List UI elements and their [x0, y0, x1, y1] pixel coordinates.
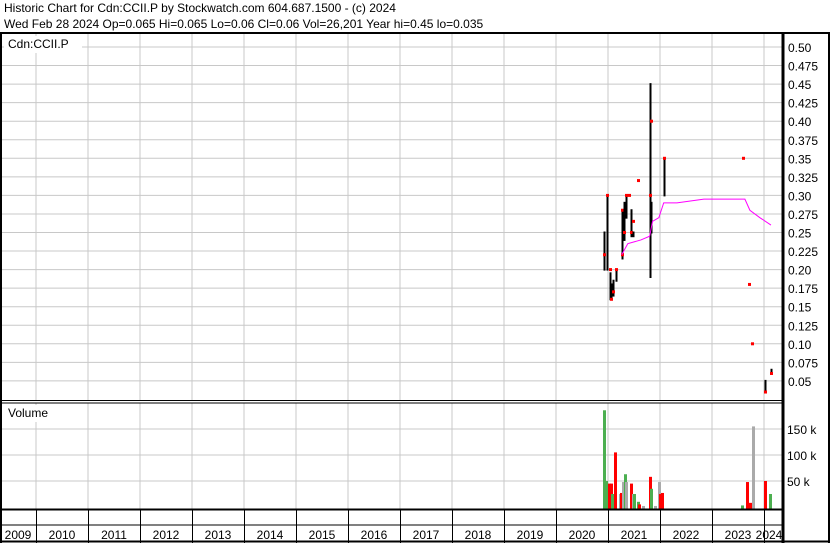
- volume-bar: [622, 482, 625, 509]
- price-axis-label: 0.375: [788, 134, 818, 148]
- volume-bar: [608, 483, 611, 509]
- price-axis-label: 0.25: [788, 227, 812, 241]
- volume-bar: [633, 494, 636, 509]
- axes: 0.50 0.475 0.45 0.425 0.40 0.375 0.35 0.325 0.30…: [5, 41, 819, 542]
- close-marker: [625, 193, 628, 197]
- volume-bar: [630, 483, 633, 509]
- year-label: 2023: [725, 528, 752, 542]
- year-label: 2021: [621, 528, 648, 542]
- close-marker: [621, 208, 624, 212]
- frame: [0, 32, 830, 543]
- close-marker: [663, 156, 666, 160]
- volume-bar: [659, 494, 662, 509]
- year-label: 2009: [5, 528, 32, 542]
- close-marker: [751, 342, 754, 346]
- price-axis-label: 0.175: [788, 282, 818, 296]
- volume-bar: [611, 494, 614, 509]
- close-marker: [637, 179, 640, 183]
- close-marker: [770, 371, 773, 375]
- close-marker: [621, 253, 624, 257]
- year-label: 2012: [153, 528, 180, 542]
- close-marker: [742, 156, 745, 160]
- volume-bar: [741, 505, 744, 509]
- volume-bar: [654, 505, 657, 509]
- volume-bar: [661, 492, 664, 509]
- volume-bar: [749, 502, 752, 509]
- year-label: 2010: [49, 528, 76, 542]
- price-axis-label: 0.075: [788, 356, 818, 370]
- close-marker: [603, 253, 606, 257]
- close-marker: [632, 219, 635, 223]
- close-marker: [606, 193, 609, 197]
- volume-axis-label: 50 k: [787, 475, 811, 489]
- volume-bar: [603, 410, 606, 509]
- volume-marks: [603, 410, 772, 509]
- close-marker: [628, 193, 631, 197]
- volume-bar: [614, 452, 617, 509]
- year-label: 2015: [309, 528, 336, 542]
- price-axis-label: 0.475: [788, 60, 818, 74]
- close-marker: [764, 390, 767, 394]
- price-axis-label: 0.35: [788, 152, 812, 166]
- close-marker: [609, 268, 612, 272]
- volume-bar: [620, 492, 623, 509]
- volume-axis-label: 100 k: [787, 449, 817, 463]
- volume-bar: [650, 488, 653, 509]
- close-marker: [649, 193, 652, 197]
- price-axis-label: 0.20: [788, 264, 812, 278]
- price-axis-label: 0.30: [788, 189, 812, 203]
- volume-bar: [746, 482, 749, 509]
- volume-bar: [764, 481, 767, 509]
- quote-summary: Wed Feb 28 2024 Op=0.065 Hi=0.065 Lo=0.0…: [4, 17, 484, 31]
- year-label: 2011: [101, 528, 127, 542]
- close-marker: [615, 268, 618, 272]
- volume-bar: [769, 494, 772, 509]
- close-marker: [650, 119, 653, 123]
- year-label: 2020: [569, 528, 596, 542]
- price-panel-label: Cdn:CCII.P: [8, 37, 69, 51]
- year-label: 2018: [465, 528, 492, 542]
- year-label: 2024: [756, 528, 783, 542]
- year-label: 2013: [205, 528, 232, 542]
- close-marker: [630, 231, 633, 234]
- price-axis-label: 0.275: [788, 208, 818, 222]
- price-marks: [603, 83, 773, 394]
- price-axis-label: 0.425: [788, 97, 818, 111]
- moving-average-line: [621, 198, 772, 256]
- year-label: 2022: [673, 528, 700, 542]
- price-axis-label: 0.225: [788, 245, 818, 259]
- close-marker: [612, 290, 615, 294]
- chart-title: Historic Chart for Cdn:CCII.P by Stockwa…: [4, 1, 396, 15]
- year-label: 2017: [413, 528, 440, 542]
- price-axis-label: 0.50: [788, 41, 812, 55]
- price-axis-label: 0.15: [788, 301, 812, 315]
- price-axis-label: 0.125: [788, 319, 818, 333]
- price-axis-label: 0.40: [788, 115, 812, 129]
- price-axis-label: 0.05: [788, 375, 812, 389]
- close-marker: [748, 282, 751, 286]
- close-marker: [623, 231, 626, 234]
- year-label: 2016: [361, 528, 388, 542]
- volume-bar: [642, 505, 645, 509]
- year-label: 2019: [517, 528, 544, 542]
- close-marker: [610, 297, 613, 301]
- year-label: 2014: [257, 528, 284, 542]
- price-axis-label: 0.45: [788, 78, 812, 92]
- volume-panel-label: Volume: [8, 406, 48, 420]
- volume-bar: [625, 482, 628, 509]
- volume-bar: [605, 481, 608, 509]
- volume-axis-label: 150 k: [787, 423, 817, 437]
- volume-bar: [638, 504, 641, 509]
- volume-bar: [752, 426, 755, 509]
- price-axis-label: 0.10: [788, 338, 812, 352]
- price-axis-label: 0.325: [788, 171, 818, 185]
